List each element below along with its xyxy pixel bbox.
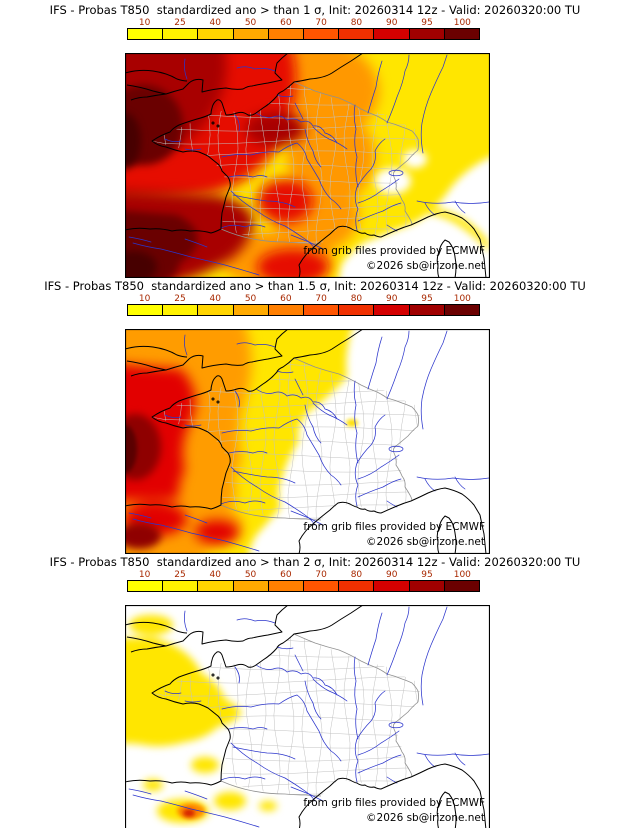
colorbar-tick: 90 <box>386 18 398 28</box>
colorbar-segment <box>443 29 480 39</box>
colorbar-segment <box>232 581 268 591</box>
colorbar-segment <box>267 29 304 39</box>
panel-1_5sigma: IFS - Probas T850 standardized ano > tha… <box>0 276 630 554</box>
colorbar-tick: 95 <box>421 570 433 580</box>
attribution-source: from grib files provided by ECMWF <box>303 797 485 809</box>
panel-title: IFS - Probas T850 standardized ano > tha… <box>49 555 581 569</box>
colorbar-segment <box>408 29 444 39</box>
colorbar-segment <box>197 581 233 591</box>
colorbar-tick: 95 <box>421 294 433 304</box>
colorbar-tick: 40 <box>209 294 221 304</box>
map-frame <box>125 53 490 278</box>
attribution-source: from grib files provided by ECMWF <box>303 245 485 257</box>
map-1sigma: from grib files provided by ECMWF ©2026 … <box>125 53 490 278</box>
colorbar-segment <box>267 305 304 315</box>
colorbar-scale <box>127 28 480 40</box>
colorbar-segment <box>197 29 233 39</box>
colorbar-tick: 100 <box>453 294 471 304</box>
colorbar-tick: 10 <box>138 18 151 28</box>
colorbar-segment <box>443 305 480 315</box>
colorbar-segment <box>232 29 268 39</box>
colorbar-tick: 50 <box>244 18 257 28</box>
colorbar-segment <box>162 581 198 591</box>
panel-1sigma: IFS - Probas T850 standardized ano > tha… <box>0 0 630 278</box>
probability-field-2sigma <box>125 615 277 823</box>
probability-field-1sigma <box>125 53 490 278</box>
attribution: from grib files provided by ECMWF ©2026 … <box>303 520 485 550</box>
colorbar-segment <box>373 581 409 591</box>
colorbar: 10 25 40 50 60 70 80 90 95 100 <box>127 18 480 40</box>
colorbar-segment <box>162 305 198 315</box>
map-svg-2sigma <box>125 605 490 828</box>
colorbar-tick: 70 <box>315 570 327 580</box>
colorbar-segment <box>373 305 409 315</box>
colorbar: 10 25 40 50 60 70 80 90 95 100 <box>127 570 480 592</box>
colorbar-tick: 100 <box>453 18 471 28</box>
colorbar-segment <box>338 305 374 315</box>
colorbar-tick: 40 <box>209 570 221 580</box>
colorbar-ticks: 10 25 40 50 60 70 80 90 95 100 <box>127 18 480 28</box>
colorbar-tick: 80 <box>350 18 363 28</box>
map-svg-1_5sigma <box>125 329 490 554</box>
colorbar-segment <box>338 29 374 39</box>
map-frame <box>125 329 490 554</box>
attribution-source: from grib files provided by ECMWF <box>303 521 485 533</box>
colorbar-segment <box>232 305 268 315</box>
colorbar-tick: 60 <box>280 18 292 28</box>
colorbar-tick: 50 <box>244 570 257 580</box>
colorbar-tick: 10 <box>138 570 151 580</box>
colorbar-segment <box>443 581 480 591</box>
attribution-copyright: ©2026 sb@irizone.net <box>366 260 485 272</box>
colorbar-tick: 80 <box>350 294 363 304</box>
map-2sigma: from grib files provided by ECMWF ©2026 … <box>125 605 490 828</box>
colorbar-segment <box>303 305 339 315</box>
colorbar-segment <box>162 29 198 39</box>
colorbar-scale <box>127 304 480 316</box>
colorbar-tick: 25 <box>174 570 186 580</box>
colorbar-tick: 25 <box>174 294 186 304</box>
colorbar-segment <box>303 581 339 591</box>
colorbar-segment <box>128 29 163 39</box>
colorbar-tick: 40 <box>209 18 221 28</box>
colorbar-segment <box>128 305 163 315</box>
colorbar: 10 25 40 50 60 70 80 90 95 100 <box>127 294 480 316</box>
colorbar-segment <box>267 581 304 591</box>
colorbar-segment <box>128 581 163 591</box>
colorbar-segment <box>408 581 444 591</box>
attribution-copyright: ©2026 sb@irizone.net <box>366 536 485 548</box>
colorbar-tick: 95 <box>421 18 433 28</box>
colorbar-tick: 80 <box>350 570 363 580</box>
map-1_5sigma: from grib files provided by ECMWF ©2026 … <box>125 329 490 554</box>
colorbar-segment <box>408 305 444 315</box>
colorbar-ticks: 10 25 40 50 60 70 80 90 95 100 <box>127 570 480 580</box>
colorbar-tick: 50 <box>244 294 257 304</box>
probability-field-1_5sigma <box>125 329 358 554</box>
colorbar-segment <box>373 29 409 39</box>
colorbar-tick: 25 <box>174 18 186 28</box>
colorbar-tick: 90 <box>386 570 398 580</box>
colorbar-tick: 70 <box>315 294 327 304</box>
map-frame <box>125 605 490 828</box>
attribution: from grib files provided by ECMWF ©2026 … <box>303 796 485 826</box>
colorbar-segment <box>303 29 339 39</box>
colorbar-tick: 90 <box>386 294 398 304</box>
panel-title: IFS - Probas T850 standardized ano > tha… <box>49 3 581 17</box>
colorbar-tick: 10 <box>138 294 151 304</box>
colorbar-tick: 60 <box>280 570 292 580</box>
colorbar-scale <box>127 580 480 592</box>
attribution-copyright: ©2026 sb@irizone.net <box>366 812 485 824</box>
colorbar-tick: 70 <box>315 18 327 28</box>
colorbar-segment <box>338 581 374 591</box>
panel-2sigma: IFS - Probas T850 standardized ano > tha… <box>0 552 630 828</box>
colorbar-tick: 100 <box>453 570 471 580</box>
panel-title: IFS - Probas T850 standardized ano > tha… <box>44 279 586 293</box>
attribution: from grib files provided by ECMWF ©2026 … <box>303 244 485 274</box>
colorbar-segment <box>197 305 233 315</box>
colorbar-tick: 60 <box>280 294 292 304</box>
colorbar-ticks: 10 25 40 50 60 70 80 90 95 100 <box>127 294 480 304</box>
map-svg-1sigma <box>125 53 490 278</box>
